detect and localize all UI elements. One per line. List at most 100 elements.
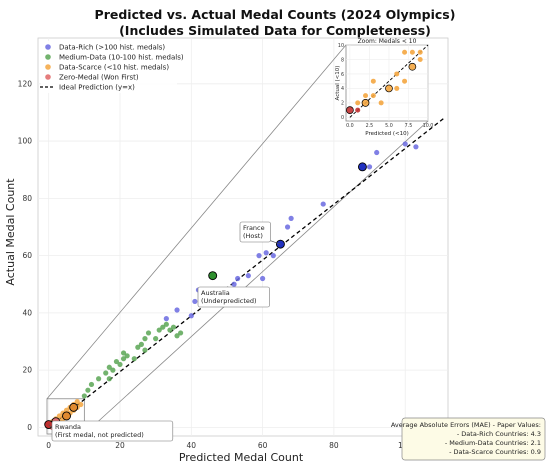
legend: Data-Rich (>100 hist. medals) Medium-Data… — [40, 41, 184, 93]
data-point — [135, 344, 141, 350]
australia-callout-text: Australia — [201, 289, 230, 297]
rwanda-callout-text: (First medal, not predicted) — [55, 431, 144, 439]
zoom-inset: Zoom: Medals < 10 Predicted (<10) Actual… — [335, 38, 433, 137]
rwanda-callout-text: Rwanda — [55, 423, 81, 431]
inset-data-point — [361, 99, 370, 107]
y-axis-label: Actual Medal Count — [4, 178, 17, 286]
legend-label: Ideal Prediction (y=x) — [59, 84, 135, 92]
france-callout-box — [239, 221, 271, 243]
data-point — [106, 376, 112, 382]
x-tick-label: 20 — [115, 441, 125, 450]
inset-content: 0.0 2.5 5.0 7.5 10.0 0 2 4 6 8 10 — [338, 43, 433, 129]
data-point — [167, 327, 173, 333]
data-point — [142, 347, 148, 353]
inset-y-tick-label: 0 — [341, 115, 344, 121]
data-point — [192, 298, 198, 305]
x-axis-label: Predicted Medal Count — [179, 451, 304, 464]
inset-data-point — [378, 100, 384, 106]
inset-x-tick-label: 0.0 — [346, 123, 354, 129]
legend-marker — [45, 64, 51, 70]
rwanda-callout-leader — [48, 424, 53, 429]
y-tick-label: 60 — [22, 251, 32, 260]
highlight-point — [69, 402, 79, 412]
legend-label: Data-Rich (>100 hist. medals) — [59, 44, 165, 52]
legend-label: Medium-Data (10-100 hist. medals) — [59, 54, 184, 62]
legend-label: Data-Scarce (<10 hist. medals) — [59, 64, 169, 72]
mae-line-2: - Data-Rich Countries: 4.3 — [457, 430, 541, 438]
y-tick-label: 120 — [18, 79, 33, 88]
inset-xlabel: Predicted (<10) — [365, 131, 408, 137]
inset-y-tick-label: 6 — [341, 72, 344, 78]
data-point — [163, 321, 169, 327]
inset-x-tick-label: 2.5 — [366, 123, 374, 129]
australia-callout-box — [197, 286, 270, 308]
legend-label: Zero-Medal (Won First) — [59, 74, 139, 82]
inset-data-point — [394, 85, 400, 91]
zoom-connector-line — [84, 120, 429, 435]
mae-annotation-box: Average Absolute Errors (MAE) - Paper Va… — [391, 417, 546, 461]
france-callout-text: (Host) — [243, 232, 263, 240]
data-point — [110, 367, 116, 373]
data-point — [117, 361, 123, 368]
inset-data-point — [346, 106, 354, 114]
data-point — [174, 307, 180, 313]
australia-callout-text: (Underpredicted) — [201, 297, 257, 305]
inset-data-point — [417, 49, 423, 55]
data-point — [256, 253, 262, 259]
y-tick-label: 40 — [22, 308, 32, 317]
zoom-connector-line — [46, 44, 347, 400]
inset-y-tick-label: 4 — [341, 86, 344, 92]
highlight-point — [208, 271, 218, 281]
data-point — [120, 356, 127, 362]
data-point — [124, 353, 130, 359]
y-tick-label: 100 — [18, 137, 33, 146]
data-point — [106, 364, 112, 370]
inset-data-point — [408, 62, 417, 71]
inset-x-tick-label: 5.0 — [385, 123, 393, 129]
data-point — [56, 413, 62, 419]
inset-data-point — [402, 49, 408, 55]
highlight-point — [357, 162, 367, 172]
inset-x-tick-label: 10.0 — [423, 123, 434, 129]
inset-data-point — [363, 93, 369, 99]
inset-x-tick-label: 7.5 — [405, 123, 413, 129]
x-tick-label: 80 — [329, 441, 339, 450]
data-point — [188, 313, 194, 319]
inset-data-point — [409, 49, 415, 55]
data-point — [145, 330, 152, 336]
data-point — [120, 350, 127, 356]
inset-data-point — [355, 100, 361, 106]
data-point — [88, 381, 95, 388]
legend-frame — [41, 41, 177, 93]
data-point — [103, 370, 109, 376]
data-point — [85, 387, 91, 393]
inset-data-point — [402, 78, 408, 84]
data-point — [284, 224, 291, 230]
data-point — [142, 336, 148, 342]
data-point — [288, 215, 294, 221]
data-point — [170, 324, 177, 330]
y-tick-label: 20 — [22, 366, 32, 375]
data-point — [320, 201, 326, 207]
data-point — [163, 316, 169, 322]
legend-marker — [45, 74, 51, 80]
inset-data-point — [417, 56, 423, 62]
data-point — [156, 327, 162, 333]
data-point — [260, 275, 266, 282]
data-point — [235, 275, 241, 282]
data-point — [263, 250, 269, 256]
inset-y-tick-label: 10 — [338, 43, 344, 49]
data-point — [366, 164, 373, 170]
data-point — [96, 376, 102, 382]
rwanda-callout-box — [51, 420, 174, 442]
data-point — [245, 273, 251, 279]
data-point — [413, 144, 419, 150]
inset-ylabel: Actual (<10) — [335, 66, 341, 101]
france-callout-text: France — [243, 224, 265, 232]
data-point — [160, 324, 166, 330]
data-point — [131, 356, 137, 362]
mae-line-4: - Data-Scarce Countries: 0.9 — [449, 448, 541, 456]
x-tick-label: 40 — [187, 441, 197, 450]
data-point — [113, 358, 120, 365]
